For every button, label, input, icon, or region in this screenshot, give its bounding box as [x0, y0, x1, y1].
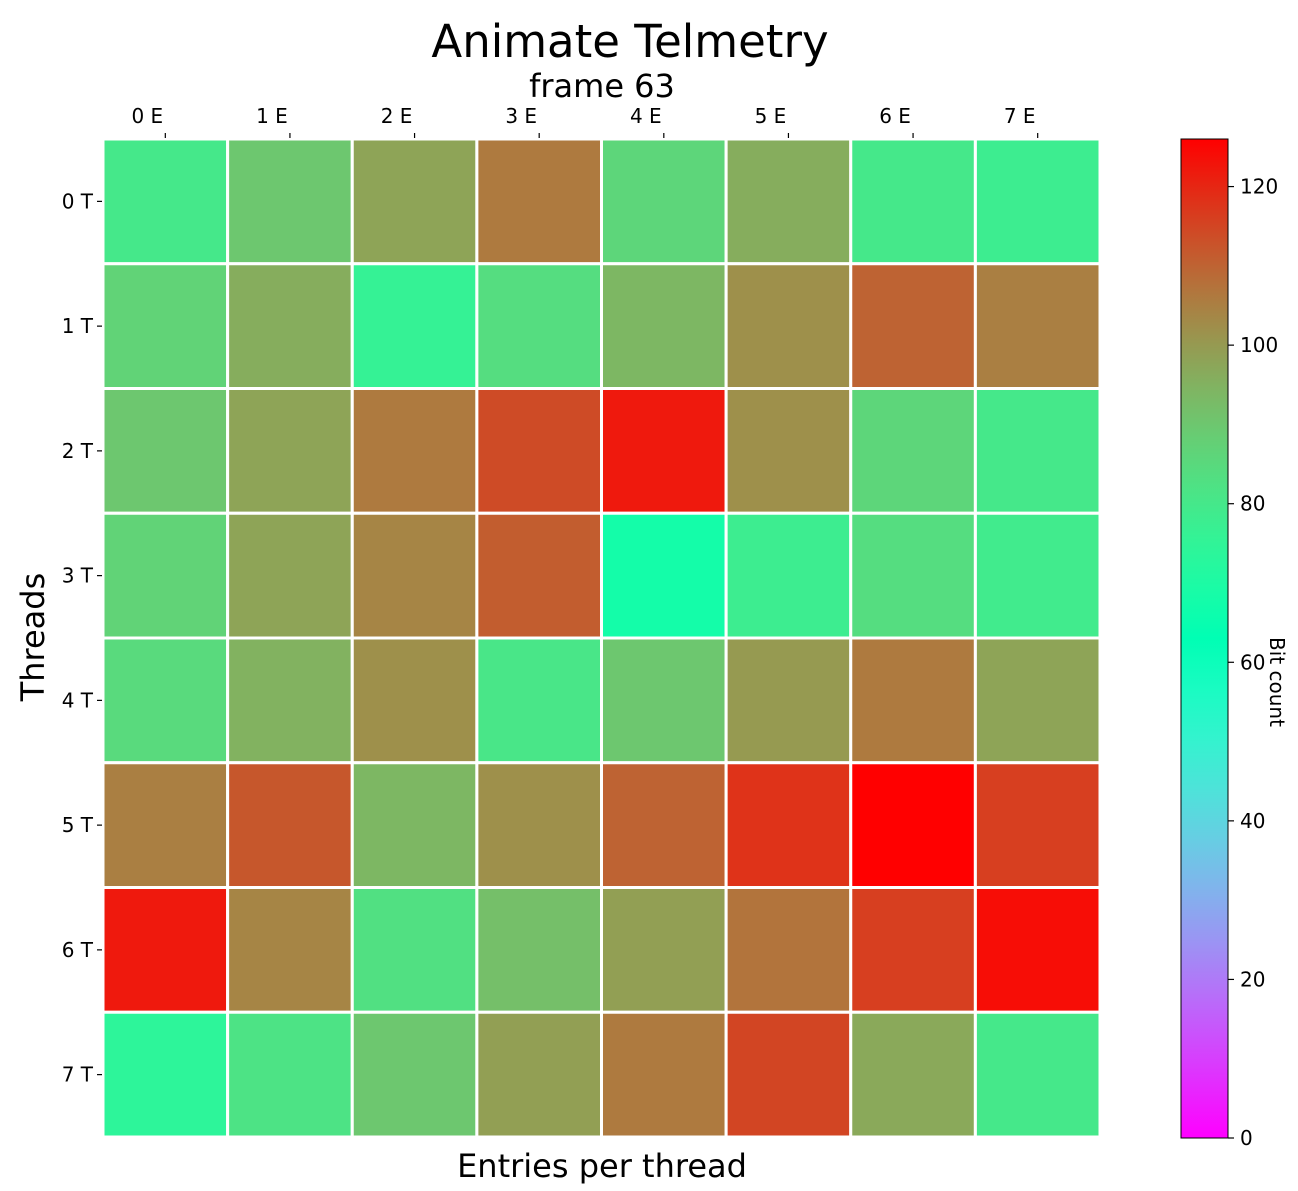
chart-subtitle: frame 63	[529, 67, 675, 105]
heatmap-cell	[724, 1010, 853, 1139]
heatmap-cell	[973, 636, 1102, 765]
heatmap-cells	[101, 137, 1102, 1139]
x-tick-label: 1 E	[256, 104, 288, 128]
y-axis-ticks: 0 T 1 T 2 T 3 T 4 T 5 T 6 T 7 T	[62, 189, 102, 1087]
heatmap-cell	[973, 761, 1102, 889]
heatmap-cell	[973, 137, 1102, 266]
heatmap-cell	[973, 511, 1102, 640]
heatmap-cell	[600, 886, 728, 1014]
heatmap-cell	[849, 886, 977, 1014]
heatmap-cell	[101, 137, 230, 266]
heatmap-cell	[475, 761, 603, 889]
heatmap-cell	[849, 262, 977, 390]
heatmap-cell	[350, 761, 479, 889]
heatmap-cell	[101, 511, 230, 640]
colorbar-label: Bit count	[1265, 637, 1289, 727]
heatmap-cell	[350, 886, 479, 1014]
heatmap-cell	[724, 511, 853, 640]
heatmap-cell	[350, 1010, 479, 1139]
heatmap-cell	[475, 636, 603, 765]
x-tick-label: 6 E	[879, 104, 911, 128]
heatmap-cell	[226, 1010, 354, 1139]
colorbar: 0 20 40 60 80 100 120 Bit count	[1180, 138, 1289, 1150]
heatmap-cell	[724, 137, 853, 266]
x-axis-label: Entries per thread	[457, 1147, 747, 1185]
colorbar-ticks: 0 20 40 60 80 100 120	[1228, 175, 1278, 1150]
x-tick-label: 2 E	[381, 104, 413, 128]
heatmap-cell	[600, 387, 728, 515]
heatmap-cell	[226, 761, 354, 889]
y-axis-label: Threads	[14, 573, 52, 703]
heatmap-cell	[475, 387, 603, 515]
heatmap-cell	[350, 262, 479, 390]
heatmap-cell	[226, 137, 354, 266]
x-tick-label: 7 E	[1004, 104, 1036, 128]
y-tick-label: 3 T	[62, 564, 94, 588]
heatmap-cell	[600, 1010, 728, 1139]
colorbar-tick-label: 120	[1240, 175, 1278, 199]
heatmap-cell	[600, 511, 728, 640]
heatmap-cell	[350, 511, 479, 640]
heatmap-cell	[724, 262, 853, 390]
y-tick-label: 6 T	[62, 938, 94, 962]
heatmap-cell	[849, 511, 977, 640]
heatmap-cell	[600, 262, 728, 390]
chart-title: Animate Telmetry	[431, 15, 828, 68]
y-tick-label: 1 T	[62, 314, 94, 338]
colorbar-tick-label: 40	[1240, 809, 1265, 833]
heatmap-cell	[724, 886, 853, 1014]
heatmap-cell	[226, 387, 354, 515]
heatmap-cell	[101, 636, 230, 765]
heatmap-cell	[600, 137, 728, 266]
heatmap-cell	[973, 1010, 1102, 1139]
heatmap-cell	[849, 761, 977, 889]
heatmap-cell	[226, 636, 354, 765]
heatmap-cell	[226, 511, 354, 640]
heatmap-cell	[350, 387, 479, 515]
heatmap-cell	[724, 761, 853, 889]
heatmap-cell	[973, 262, 1102, 390]
heatmap-cell	[350, 137, 479, 266]
colorbar-tick-label: 100	[1240, 333, 1278, 357]
heatmap-cell	[849, 636, 977, 765]
heatmap-cell	[475, 1010, 603, 1139]
heatmap-cell	[101, 262, 230, 390]
heatmap-cell	[475, 137, 603, 266]
x-axis-ticks: 0 E 1 E 2 E 3 E 4 E 5 E 6 E 7 E	[131, 104, 1039, 138]
heatmap-cell	[724, 636, 853, 765]
colorbar-tick-label: 80	[1240, 492, 1265, 516]
y-tick-label: 7 T	[62, 1063, 94, 1087]
heatmap-cell	[475, 886, 603, 1014]
heatmap-cell	[849, 137, 977, 266]
heatmap-cell	[101, 761, 230, 889]
heatmap-cell	[724, 387, 853, 515]
y-tick-label: 2 T	[62, 439, 94, 463]
heatmap-cell	[973, 387, 1102, 515]
heatmap-cell	[475, 262, 603, 390]
x-tick-label: 3 E	[505, 104, 537, 128]
heatmap-cell	[101, 387, 230, 515]
colorbar-tick-label: 0	[1240, 1126, 1253, 1150]
colorbar-tick-label: 20	[1240, 967, 1265, 991]
heatmap-cell	[101, 1010, 230, 1139]
x-tick-label: 0 E	[131, 104, 163, 128]
heatmap-cell	[849, 1010, 977, 1139]
y-tick-label: 5 T	[62, 813, 94, 837]
heatmap-cell	[226, 262, 354, 390]
heatmap-cell	[226, 886, 354, 1014]
x-tick-label: 5 E	[755, 104, 787, 128]
heatmap-cell	[101, 886, 230, 1014]
heatmap-cell	[350, 636, 479, 765]
colorbar-tick-label: 60	[1240, 650, 1265, 674]
y-tick-label: 4 T	[62, 688, 94, 712]
heatmap-cell	[600, 636, 728, 765]
y-tick-label: 0 T	[62, 189, 94, 213]
heatmap-cell	[849, 387, 977, 515]
heatmap-cell	[973, 886, 1102, 1014]
heatmap-cell	[475, 511, 603, 640]
x-tick-label: 4 E	[630, 104, 662, 128]
heatmap-cell	[600, 761, 728, 889]
colorbar-gradient	[1180, 138, 1229, 1139]
